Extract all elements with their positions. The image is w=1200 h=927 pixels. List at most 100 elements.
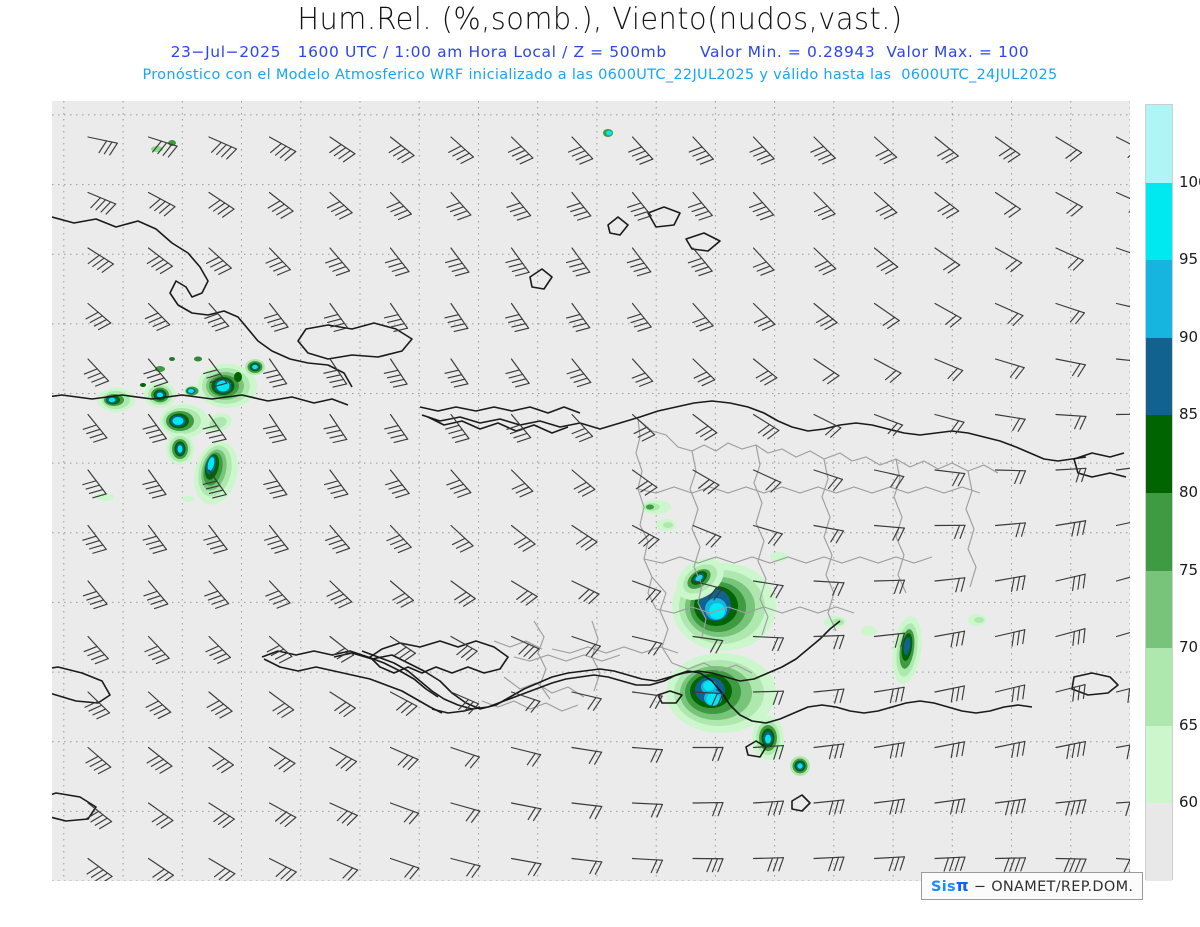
wind-barb [450,746,481,769]
humidity-blob-specks [140,129,613,387]
wind-barb [752,524,783,546]
colorbar-tick-label: 95 [1179,250,1199,269]
wind-barb [994,740,1026,758]
wind-barb [266,635,293,664]
wind-barb [143,358,169,388]
wind-barb [873,413,904,437]
wind-barb [202,413,227,444]
wind-barb [265,580,291,609]
wind-barb [994,684,1026,702]
wind-barb [386,524,412,554]
wind-barb [389,580,414,608]
colorbar-tick-label: 65 [1179,715,1199,734]
wind-barb [934,856,966,872]
colorbar-tick-label: 75 [1179,560,1199,579]
wind-barb [813,413,842,438]
wind-barb [384,302,409,333]
wind-barb [445,413,470,443]
wind-barb [1055,628,1086,647]
humidity-blob-west-2 [144,382,176,408]
wind-barb [263,302,289,332]
wind-barb [329,857,359,881]
wind-barb [1055,413,1087,430]
wind-barb [994,247,1023,273]
wind-barb [692,691,724,707]
wind-barb [994,191,1022,218]
wind-barb [203,524,228,554]
wind-barb [752,358,778,386]
wind-barb [1115,247,1130,259]
wind-barb [1115,741,1130,760]
wind-barb [1115,413,1130,416]
humidity-blob-west-7 [166,433,194,465]
wind-barb [873,191,898,220]
wind-barb [268,802,297,827]
wind-barb [208,746,234,774]
wind-barb [208,857,236,881]
wind-barb [147,136,178,158]
wind-barb [208,191,235,218]
colorbar-segment [1146,493,1172,571]
wind-barb [505,358,530,388]
wind-barb [873,798,905,815]
wind-barb [748,191,775,221]
wind-barb [688,136,714,165]
wind-barb [813,580,845,597]
colorbar[interactable] [1145,104,1173,881]
wind-barb [510,580,538,606]
sis-prefix: Sis [931,879,956,895]
wind-barb [631,358,654,387]
wind-barb [329,691,356,717]
wind-barb [813,743,845,760]
colorbar-segment [1146,570,1172,649]
wind-barb [631,413,656,442]
wind-barb [687,247,713,277]
wind-barb [626,247,652,277]
wind-barb [752,413,780,440]
map-plot-area[interactable]: 22N21.5N21N20.5N20N19.5N19N18.5N18N17.5N… [52,101,1130,881]
wind-barb [510,524,536,552]
wind-barb [389,802,420,825]
wind-barb [145,691,172,720]
wind-barb [692,413,718,441]
wind-barb [1055,247,1084,271]
wind-barb [1115,800,1130,816]
wind-barb [444,302,469,333]
wind-barb [813,524,845,544]
wind-barb [1055,520,1087,537]
wind-barb [752,469,782,493]
wind-barb [813,358,840,385]
wind-barb [384,413,409,444]
wind-barb [323,302,349,332]
wind-barb [692,802,724,817]
wind-barb [934,413,965,435]
wind-barb [571,746,603,765]
wind-barb [692,469,720,495]
wind-barb [934,741,966,759]
wind-barb [268,857,297,881]
wind-barb [631,802,664,818]
wind-barb [571,691,602,711]
humidity-blob-west-8 [194,441,238,505]
wind-barb [1055,683,1086,702]
wind-barb [1055,358,1087,378]
wind-barb [873,742,905,759]
wind-barb [444,358,469,388]
wind-barb [631,691,663,709]
humidity-blob-west-3 [197,364,257,408]
wind-barb [692,302,714,332]
wind-barb [326,580,353,609]
wind-barb [873,469,905,489]
wind-barb [510,857,542,877]
humidity-blob-west-4 [245,359,265,375]
wind-barb [1055,573,1086,592]
wind-barb [749,136,775,165]
wind-barb [934,358,964,382]
wind-barb [873,686,905,704]
wind-barb [571,857,603,875]
wind-barb [873,524,905,542]
wind-barb [510,746,542,767]
wind-barb [752,857,785,872]
wind-barb [934,577,966,593]
wind-barb [389,746,419,770]
